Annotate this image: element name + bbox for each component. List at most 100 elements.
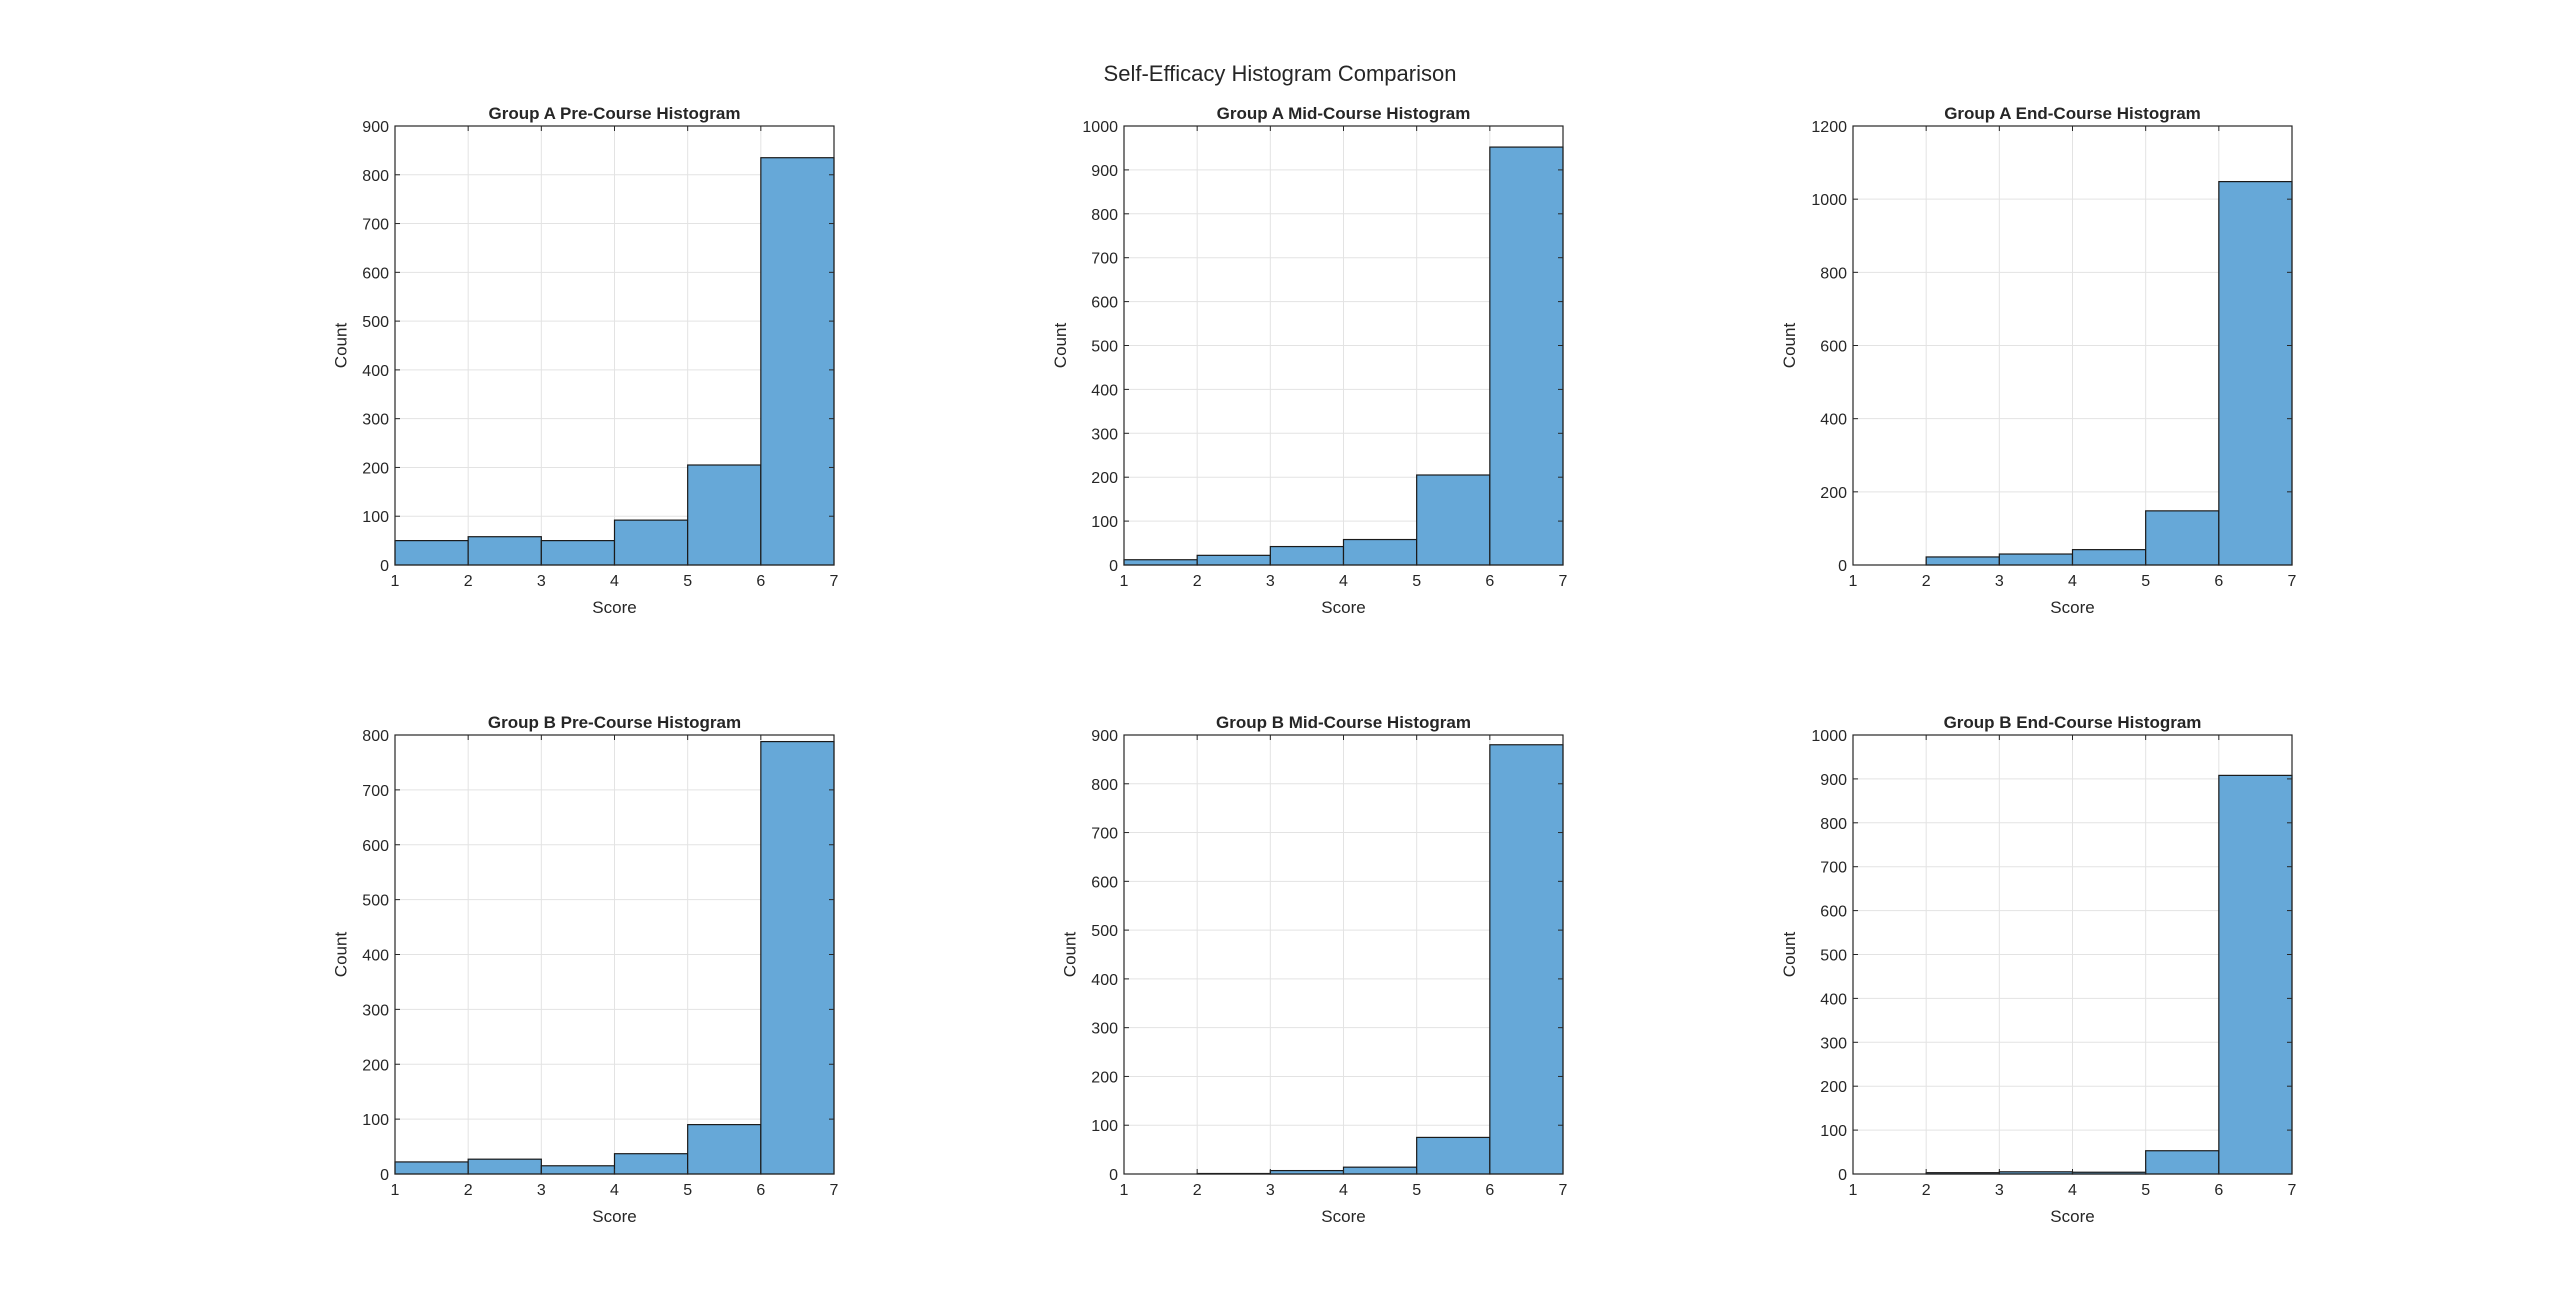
histogram-bar (2218, 181, 2293, 566)
x-tick-label: 2 (464, 573, 473, 590)
x-tick-label: 4 (610, 1182, 619, 1199)
y-tick-label: 100 (1091, 1118, 1118, 1135)
y-tick-label: 0 (380, 1167, 389, 1184)
x-tick-label: 6 (2214, 1182, 2223, 1199)
histogram-bar (1342, 538, 1418, 566)
subplot-title: Group B Pre-Course Histogram (488, 713, 741, 732)
x-tick-label: 1 (1849, 573, 1858, 590)
x-tick-label: 2 (464, 1182, 473, 1199)
subplot-title: Group B Mid-Course Histogram (1216, 713, 1471, 732)
histogram-bar (394, 540, 469, 566)
y-tick-label: 800 (1820, 816, 1847, 833)
x-tick-label: 7 (2288, 1182, 2297, 1199)
y-axis-label: Count (1780, 323, 1799, 369)
x-tick-label: 6 (2214, 573, 2223, 590)
y-axis-label: Count (332, 932, 351, 978)
y-tick-label: 500 (1091, 923, 1118, 940)
x-tick-label: 4 (2068, 1182, 2077, 1199)
x-tick-label: 3 (1266, 573, 1275, 590)
x-tick-label: 4 (2068, 573, 2077, 590)
y-tick-label: 100 (362, 1112, 389, 1129)
x-tick-label: 7 (1559, 573, 1568, 590)
y-tick-label: 900 (1091, 728, 1118, 745)
y-tick-label: 700 (1091, 826, 1118, 843)
x-tick-label: 4 (1339, 1182, 1348, 1199)
y-tick-label: 200 (362, 460, 389, 477)
histogram-bar (1269, 545, 1345, 566)
histogram-bar (394, 1161, 469, 1175)
y-tick-label: 200 (1091, 470, 1118, 487)
x-tick-label: 3 (1995, 1182, 2004, 1199)
histogram-bar (1489, 146, 1564, 566)
y-tick-label: 300 (1820, 1035, 1847, 1052)
y-tick-label: 200 (362, 1057, 389, 1074)
histogram-bar (760, 157, 835, 566)
x-tick-label: 6 (756, 573, 765, 590)
y-tick-label: 600 (362, 265, 389, 282)
y-tick-label: 400 (362, 363, 389, 380)
y-tick-label: 1000 (1082, 119, 1118, 136)
x-axis-label: Score (2050, 598, 2094, 617)
histogram-bar (467, 536, 542, 566)
y-tick-label: 0 (380, 558, 389, 575)
y-tick-label: 1200 (1811, 119, 1847, 136)
x-tick-label: 5 (683, 573, 692, 590)
y-tick-label: 500 (362, 893, 389, 910)
x-tick-label: 1 (1120, 1182, 1129, 1199)
histogram-bar (1416, 1136, 1491, 1175)
y-tick-label: 600 (1091, 295, 1118, 312)
x-tick-label: 5 (1412, 1182, 1421, 1199)
y-tick-label: 600 (362, 838, 389, 855)
histogram-bar (2071, 549, 2147, 566)
x-tick-label: 2 (1922, 1182, 1931, 1199)
y-tick-label: 700 (1820, 860, 1847, 877)
y-tick-label: 200 (1820, 1079, 1847, 1096)
y-tick-label: 300 (362, 1002, 389, 1019)
y-tick-label: 800 (362, 728, 389, 745)
x-tick-label: 6 (1485, 1182, 1494, 1199)
x-axis-label: Score (592, 598, 636, 617)
x-axis-label: Score (1321, 1207, 1365, 1226)
x-tick-label: 2 (1193, 573, 1202, 590)
y-tick-label: 300 (362, 412, 389, 429)
y-tick-label: 200 (1091, 1069, 1118, 1086)
x-tick-label: 5 (2141, 573, 2150, 590)
subplot-title: Group A Pre-Course Histogram (489, 104, 741, 123)
x-tick-label: 5 (1412, 573, 1421, 590)
x-tick-label: 7 (830, 1182, 839, 1199)
x-tick-label: 1 (1120, 573, 1129, 590)
histogram-bar (467, 1158, 542, 1175)
histogram-bar (2218, 774, 2293, 1175)
y-tick-label: 600 (1820, 904, 1847, 921)
y-tick-label: 700 (1091, 251, 1118, 268)
histogram-bar (1342, 1166, 1418, 1175)
y-tick-label: 400 (1091, 972, 1118, 989)
y-tick-label: 0 (1109, 1167, 1118, 1184)
x-axis-label: Score (592, 1207, 636, 1226)
x-tick-label: 7 (2288, 573, 2297, 590)
histogram-bar (2145, 510, 2220, 566)
y-tick-label: 700 (362, 783, 389, 800)
x-tick-label: 1 (391, 573, 400, 590)
histogram-panel: 1 2 3 4 5 6 7 0 100 200 300 400 500 600 700 800 900 Group… (1061, 713, 1568, 1226)
y-tick-label: 0 (1109, 558, 1118, 575)
histogram-bar (1416, 474, 1491, 566)
histogram-bar (1998, 553, 2074, 566)
y-tick-label: 800 (362, 168, 389, 185)
x-tick-label: 2 (1922, 573, 1931, 590)
histogram-panel: 1 2 3 4 5 6 7 0 100 200 300 400 500 600 700 800 900 Group… (332, 104, 839, 617)
x-tick-label: 1 (1849, 1182, 1858, 1199)
y-tick-label: 200 (1820, 485, 1847, 502)
y-tick-label: 300 (1091, 1021, 1118, 1038)
histogram-bar (1196, 554, 1271, 566)
y-tick-label: 300 (1091, 426, 1118, 443)
y-tick-label: 800 (1820, 265, 1847, 282)
x-tick-label: 1 (391, 1182, 400, 1199)
y-tick-label: 700 (362, 217, 389, 234)
histogram-bar (687, 1124, 762, 1175)
y-tick-label: 100 (1091, 514, 1118, 531)
histogram-bar (760, 740, 835, 1175)
y-axis-label: Count (332, 323, 351, 369)
x-tick-label: 4 (610, 573, 619, 590)
